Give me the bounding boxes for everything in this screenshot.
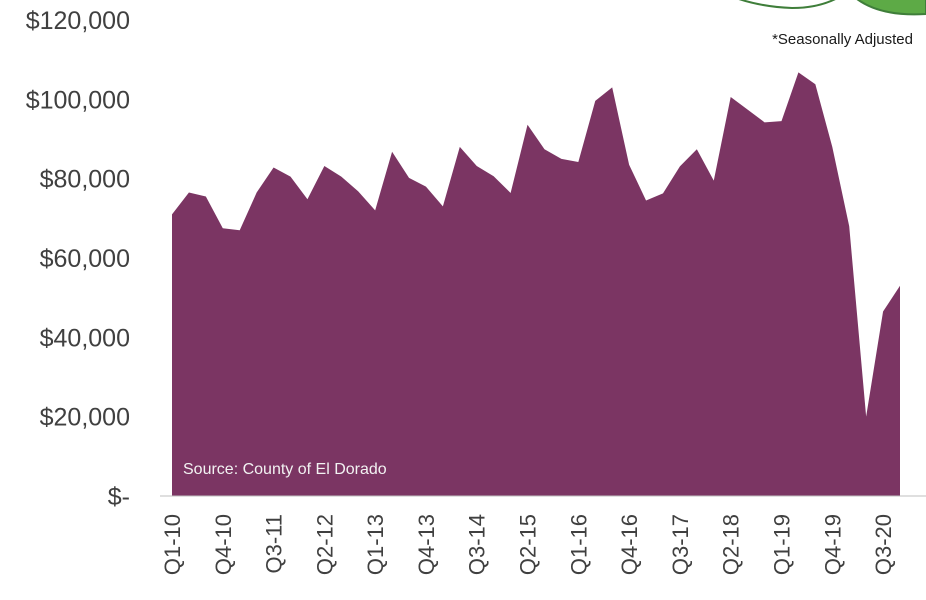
x-tick-label: Q2-12 [312,514,337,575]
x-tick-label: Q4-13 [414,514,439,575]
corner-badge-icon [738,0,926,16]
source-label: Source: County of El Dorado [183,461,387,478]
y-tick-label: $60,000 [40,245,130,273]
y-axis: $120,000 $100,000 $80,000 $60,000 $40,000 $20… [26,7,130,511]
x-tick-label: Q1-16 [566,514,591,575]
y-tick-label: $20,000 [40,404,130,432]
x-tick-label: Q4-19 [820,514,845,575]
x-tick-label: Q4-10 [211,514,236,575]
y-tick-label: $- [108,483,130,511]
x-axis: Q1-10 Q4-10 Q3-11 Q2-12 Q1-13 Q4-13 Q3-14 Q2-15… [160,514,896,575]
x-tick-label: Q1-10 [160,514,185,575]
y-tick-label: $120,000 [26,7,130,35]
y-tick-label: $80,000 [40,166,130,194]
seasonally-adjusted-note: *Seasonally Adjusted [772,31,913,48]
x-tick-label: Q2-18 [719,514,744,575]
y-tick-label: $100,000 [26,86,130,114]
x-tick-label: Q3-20 [871,514,896,575]
x-tick-label: Q3-11 [262,514,287,574]
x-tick-label: Q3-14 [465,514,490,575]
x-tick-label: Q1-19 [769,514,794,575]
x-tick-label: Q3-17 [668,514,693,575]
plot-area [172,72,900,497]
x-tick-label: Q4-16 [617,514,642,575]
x-tick-label: Q2-15 [516,514,541,575]
x-tick-label: Q1-13 [363,514,388,575]
y-tick-label: $40,000 [40,324,130,352]
series-area [172,72,900,497]
